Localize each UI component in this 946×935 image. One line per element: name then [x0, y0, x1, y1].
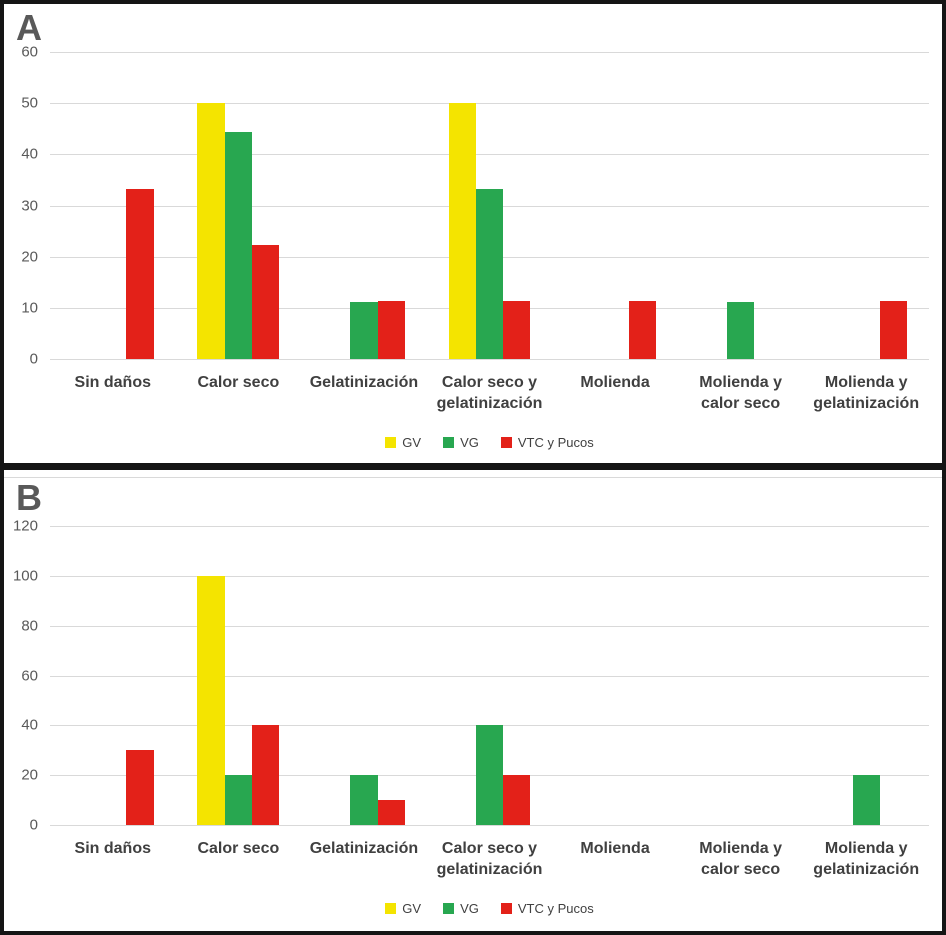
bar-vtc-y-pucos-sin-da-os — [126, 188, 154, 359]
y-axis-tick-label: 10 — [21, 299, 38, 317]
bar-vtc-y-pucos-molienda — [628, 301, 657, 359]
panel-b: B 0 20 40 60 80 100 120 Sin daños Calor seco Gela… — [4, 470, 942, 931]
bar-vg-molienda-y-calor-seco — [726, 302, 755, 359]
legend-swatch-vtc-y-pucos-icon — [500, 437, 512, 448]
x-axis-category-label: Molienda — [580, 840, 650, 857]
bar-vtc-y-pucos-molienda-y-gelatinizaci-n — [879, 301, 908, 359]
legend-label-vg: VG — [460, 435, 479, 450]
y-axis-tick-label: 20 — [21, 766, 38, 784]
y-axis-tick-label: 80 — [21, 617, 38, 635]
bar-gv-calor-seco-y-gelatinizaci-n — [448, 103, 476, 359]
bar-vg-calor-seco-y-gelatinizaci-n — [475, 725, 504, 825]
y-axis-tick-label: 100 — [12, 567, 38, 585]
legend-label-vtc-y-pucos: VTC y Pucos — [517, 901, 594, 916]
x-axis-category-label: Calor seco — [197, 374, 280, 391]
x-axis-category-label: Molienda — [580, 374, 650, 391]
bar-vg-molienda-y-gelatinizaci-n — [852, 775, 880, 825]
legend: GV VG VTC y Pucos — [50, 436, 929, 449]
y-axis-tick-label: 0 — [29, 816, 38, 834]
legend-item-vg: VG — [443, 902, 479, 915]
legend-item-gv: GV — [385, 902, 421, 915]
x-axis-category-label: Gelatinización — [309, 374, 419, 391]
y-axis-tick-label: 120 — [12, 517, 38, 535]
legend-swatch-gv-icon — [385, 903, 397, 914]
gridline-y-0 — [50, 359, 929, 360]
y-axis-tick-label: 60 — [21, 43, 38, 61]
y-axis-tick-label: 30 — [21, 197, 38, 214]
panel-b-top-border — [4, 477, 942, 478]
gridline-y-0 — [50, 825, 929, 826]
bar-vg-gelatinizaci-n — [350, 302, 378, 359]
legend-item-vg: VG — [443, 436, 479, 449]
x-axis-category-label: Calor seco y gelatinización — [436, 840, 543, 878]
x-axis-category-label: Calor seco y gelatinización — [436, 374, 543, 412]
gridline-y-80 — [50, 625, 929, 627]
bar-gv-calor-seco — [197, 575, 225, 825]
legend: GV VG VTC y Pucos — [50, 902, 929, 915]
legend-item-gv: GV — [385, 436, 421, 449]
x-axis-category-label: Molienda y calor seco — [699, 840, 782, 878]
legend-swatch-vg-icon — [443, 903, 455, 914]
gridline-y-60 — [50, 675, 929, 677]
bar-vg-calor-seco — [224, 775, 253, 825]
bar-vtc-y-pucos-calor-seco — [252, 245, 280, 359]
bar-vtc-y-pucos-gelatinizaci-n — [377, 301, 405, 359]
y-axis-tick-label: 50 — [21, 94, 38, 112]
panel-a: A 0 10 20 30 40 50 60 Sin daños Calor seco Gelati… — [4, 4, 942, 463]
legend-label-gv: GV — [402, 901, 422, 916]
panel-a-label: A — [16, 7, 42, 48]
bar-gv-calor-seco — [197, 103, 225, 359]
x-axis-category-label: Molienda y gelatinización — [813, 840, 920, 878]
x-axis-category-label: Sin daños — [74, 840, 151, 857]
y-axis-tick-label: 40 — [21, 145, 38, 163]
legend-swatch-gv-icon — [385, 437, 397, 448]
bar-vtc-y-pucos-calor-seco-y-gelatinizaci-n — [503, 301, 531, 359]
legend-item-vtc-y-pucos: VTC y Pucos — [500, 901, 594, 916]
x-axis-category-label: Molienda y gelatinización — [813, 374, 920, 412]
gridline-y-60 — [50, 52, 929, 53]
bar-vtc-y-pucos-gelatinizaci-n — [377, 800, 405, 825]
legend-item-vtc-y-pucos: VTC y Pucos — [500, 435, 594, 450]
legend-label-vtc-y-pucos: VTC y Pucos — [517, 435, 594, 450]
gridline-y-100 — [50, 575, 929, 577]
panel-b-label: B — [16, 477, 42, 518]
y-axis-tick-label: 0 — [29, 350, 38, 368]
gridline-y-50 — [50, 103, 929, 105]
panel-divider — [4, 463, 942, 470]
bar-vg-calor-seco-y-gelatinizaci-n — [475, 188, 504, 359]
x-axis-category-label: Sin daños — [74, 374, 151, 391]
x-axis-category-label: Molienda y calor seco — [699, 374, 782, 412]
bar-vtc-y-pucos-calor-seco-y-gelatinizaci-n — [503, 775, 531, 825]
bar-vtc-y-pucos-sin-da-os — [126, 750, 154, 825]
legend-label-vg: VG — [460, 901, 479, 916]
legend-swatch-vg-icon — [443, 437, 455, 448]
bar-vg-gelatinizaci-n — [350, 775, 378, 825]
x-axis-category-label: Gelatinización — [309, 840, 419, 857]
gridline-y-120 — [50, 526, 929, 527]
bar-chart-a: 0 10 20 30 40 50 60 Sin daños Calor seco Gelatini… — [4, 4, 942, 463]
bar-vg-calor-seco — [224, 131, 253, 359]
y-axis-tick-label: 60 — [21, 667, 38, 684]
x-axis-category-label: Calor seco — [197, 840, 280, 857]
y-axis-tick-label: 20 — [21, 248, 38, 266]
gridline-y-40 — [50, 154, 929, 156]
bar-vtc-y-pucos-calor-seco — [252, 725, 280, 825]
y-axis-tick-label: 40 — [21, 716, 38, 734]
bar-chart-b: 0 20 40 60 80 100 120 Sin daños Calor seco Gelati… — [4, 470, 942, 931]
legend-label-gv: GV — [402, 435, 422, 450]
legend-swatch-vtc-y-pucos-icon — [500, 903, 512, 914]
